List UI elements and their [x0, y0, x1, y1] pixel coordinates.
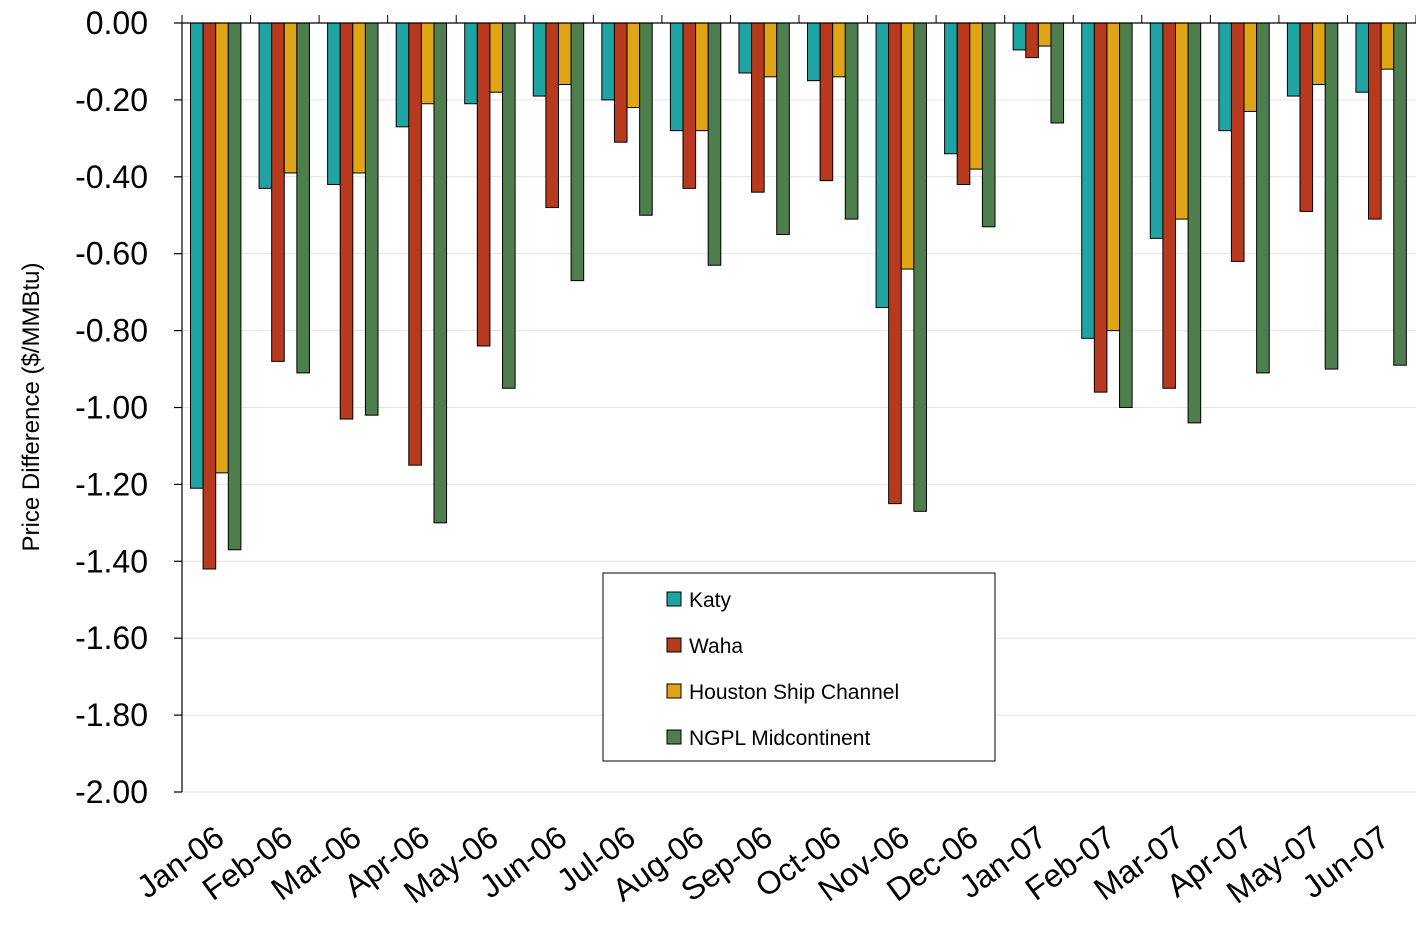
bar-katy [532, 22, 547, 97]
bar-ngpl-midcontinent [1187, 22, 1202, 424]
bar-ngpl-midcontinent [844, 22, 859, 220]
axes [174, 15, 1416, 793]
bar-houston-ship-channel [832, 22, 846, 78]
bar-katy [738, 22, 753, 74]
bar-houston-ship-channel [763, 22, 778, 78]
bar-houston-ship-channel [1380, 22, 1395, 70]
legend-swatch-katy [666, 591, 682, 607]
bar-houston-ship-channel [1243, 22, 1258, 112]
bar-ngpl-midcontinent [1324, 22, 1339, 370]
bar-ngpl-midcontinent [1393, 22, 1407, 366]
bar-houston-ship-channel [557, 22, 572, 86]
y-tick-label: -1.20 [75, 466, 148, 502]
legend-label-katy: Katy [689, 589, 732, 612]
y-tick-label: -1.80 [75, 697, 148, 733]
bar-katy [669, 22, 684, 132]
bar-houston-ship-channel [215, 22, 229, 474]
bar-waha [956, 22, 971, 185]
bar-waha [1162, 22, 1176, 389]
bar-waha [476, 22, 491, 347]
y-tick-label: -2.00 [75, 774, 148, 810]
bar-ngpl-midcontinent [707, 22, 722, 266]
y-tick-label: -1.40 [75, 543, 148, 579]
legend-swatch-waha [666, 637, 682, 653]
bar-katy [327, 22, 341, 185]
x-axis-tick-labels: Jan-06Feb-06Mar-06Apr-06May-06Jun-06Jul-… [130, 819, 1396, 911]
bar-katy [944, 22, 958, 155]
bar-ngpl-midcontinent [433, 22, 448, 524]
bar-waha [202, 22, 217, 570]
bar-waha [1230, 22, 1245, 262]
y-tick-label: -1.60 [75, 620, 148, 656]
bar-ngpl-midcontinent [364, 22, 379, 416]
bar-ngpl-midcontinent [1119, 22, 1133, 408]
bar-houston-ship-channel [1106, 22, 1121, 332]
bar-katy [395, 22, 410, 128]
y-tick-label: -0.40 [75, 159, 148, 195]
legend: Katy Waha Houston Ship Channel NGPL Midcont… [602, 572, 996, 762]
bar-houston-ship-channel [969, 22, 983, 170]
bar-ngpl-midcontinent [639, 22, 653, 216]
bar-houston-ship-channel [900, 22, 915, 270]
bar-waha [819, 22, 834, 182]
y-tick-label: -0.80 [75, 313, 148, 349]
bar-ngpl-midcontinent [1050, 22, 1065, 124]
bar-katy [875, 22, 890, 309]
y-tick-label: -0.60 [75, 236, 148, 272]
bar-houston-ship-channel [420, 22, 435, 105]
bar-katy [601, 22, 615, 101]
bar-waha [613, 22, 628, 143]
bar-waha [1299, 22, 1314, 212]
bar-ngpl-midcontinent [227, 22, 242, 551]
legend-label-houston-ship-channel: Houston Ship Channel [689, 681, 899, 704]
bar-katy [1081, 22, 1095, 339]
legend-swatch-ngpl-midcontinent [666, 729, 682, 745]
y-axis-title: Price Difference ($/MMBtu) [18, 263, 45, 552]
bar-waha [1368, 22, 1382, 220]
bar-katy [258, 22, 273, 189]
y-axis-tick-labels: 0.00 -0.20 -0.40 -0.60 -0.80 -1.00 -1.20 -1.40 -… [75, 5, 148, 810]
bar-houston-ship-channel [1174, 22, 1189, 220]
bar-katy [1149, 22, 1164, 239]
y-tick-label: -0.20 [75, 82, 148, 118]
bar-katy [1355, 22, 1370, 93]
bar-ngpl-midcontinent [502, 22, 516, 389]
bar-waha [1093, 22, 1108, 393]
bar-katy [190, 22, 204, 489]
bar-katy [807, 22, 821, 82]
bar-houston-ship-channel [1312, 22, 1326, 86]
bar-waha [1025, 22, 1039, 59]
bar-katy [1286, 22, 1301, 97]
legend-swatch-houston-ship-channel [666, 683, 682, 699]
bar-katy [464, 22, 478, 105]
bar-houston-ship-channel [352, 22, 366, 174]
bar-waha [408, 22, 422, 466]
bar-houston-ship-channel [626, 22, 641, 109]
legend-label-ngpl-midcontinent: NGPL Midcontinent [689, 727, 870, 750]
bar-houston-ship-channel [283, 22, 298, 174]
bar-waha [545, 22, 559, 209]
legend-label-waha: Waha [689, 635, 743, 658]
bar-ngpl-midcontinent [913, 22, 927, 512]
bar-katy [1012, 22, 1027, 51]
bars [190, 22, 1407, 570]
bar-ngpl-midcontinent [1256, 22, 1270, 374]
bar-waha [751, 22, 765, 193]
bar-houston-ship-channel [489, 22, 504, 93]
bar-waha [339, 22, 354, 420]
bar-houston-ship-channel [695, 22, 709, 132]
bar-waha [682, 22, 697, 189]
bar-katy [1218, 22, 1232, 132]
bar-waha [888, 22, 902, 505]
y-tick-label: -1.00 [75, 390, 148, 426]
bar-ngpl-midcontinent [776, 22, 790, 235]
y-tick-label: 0.00 [86, 5, 148, 41]
bar-ngpl-midcontinent [296, 22, 310, 374]
bar-ngpl-midcontinent [570, 22, 585, 282]
bar-ngpl-midcontinent [981, 22, 996, 228]
bar-waha [271, 22, 285, 362]
bar-houston-ship-channel [1037, 22, 1052, 47]
